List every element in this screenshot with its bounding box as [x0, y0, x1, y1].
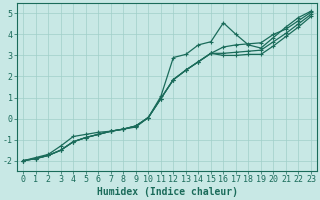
- X-axis label: Humidex (Indice chaleur): Humidex (Indice chaleur): [97, 187, 237, 197]
